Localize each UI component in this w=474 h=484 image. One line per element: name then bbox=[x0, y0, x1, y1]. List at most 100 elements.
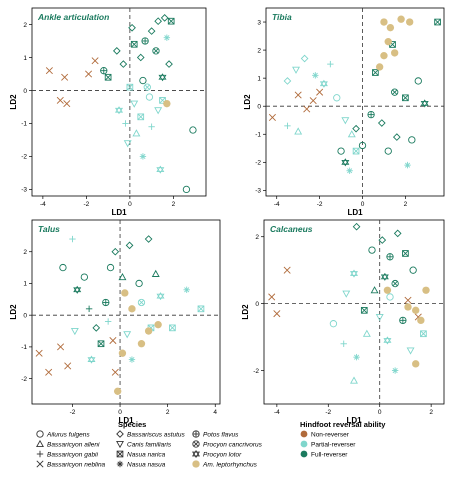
data-point bbox=[104, 318, 112, 325]
y-tick-label: -3 bbox=[255, 188, 261, 195]
data-point bbox=[126, 83, 134, 91]
data-point bbox=[135, 279, 143, 288]
legend-species-label: Canis familiaris bbox=[127, 442, 172, 449]
data-point bbox=[417, 316, 425, 325]
y-axis-label: LD2 bbox=[9, 94, 18, 110]
y-tick-label: -2 bbox=[253, 368, 259, 375]
data-point bbox=[327, 60, 334, 68]
data-point bbox=[358, 141, 367, 150]
data-point bbox=[119, 60, 128, 68]
legend-symbol bbox=[36, 450, 44, 458]
x-tick-label: 2 bbox=[404, 201, 408, 208]
data-point bbox=[118, 349, 127, 357]
data-point bbox=[113, 387, 122, 395]
legend-symbol bbox=[36, 460, 44, 468]
data-point bbox=[35, 349, 43, 357]
data-point bbox=[160, 14, 169, 22]
legend-group-swatch bbox=[300, 440, 308, 448]
data-point bbox=[391, 279, 399, 288]
y-tick-label: -1 bbox=[255, 132, 261, 139]
data-point bbox=[367, 110, 375, 119]
data-point bbox=[154, 17, 162, 26]
legend-symbol bbox=[116, 450, 124, 458]
data-point bbox=[128, 23, 136, 32]
panel-0: -4 -2 0 2 -3 -2 -1 0 1 2 LD1 LD2 Ankle articulation bbox=[9, 7, 207, 217]
x-tick-label: -2 bbox=[83, 201, 89, 208]
data-point bbox=[100, 67, 108, 75]
data-point bbox=[386, 293, 394, 301]
x-tick-label: -4 bbox=[274, 201, 280, 208]
data-point bbox=[63, 100, 71, 108]
data-point bbox=[121, 289, 129, 297]
x-tick-label: 0 bbox=[361, 201, 365, 208]
data-point bbox=[337, 147, 345, 155]
data-point bbox=[408, 136, 416, 144]
data-point bbox=[309, 97, 317, 105]
data-point bbox=[123, 140, 132, 148]
data-point bbox=[85, 70, 93, 78]
data-point bbox=[73, 285, 82, 294]
data-point bbox=[158, 73, 167, 82]
x-tick-label: 4 bbox=[213, 409, 217, 416]
plot-frame bbox=[265, 7, 445, 197]
x-tick-label: 0 bbox=[128, 201, 132, 208]
data-point bbox=[183, 286, 190, 293]
data-point bbox=[139, 76, 147, 85]
data-point bbox=[125, 241, 134, 250]
data-point bbox=[341, 117, 350, 125]
x-tick-label: 2 bbox=[172, 201, 176, 208]
data-point bbox=[163, 34, 171, 41]
x-tick-label: 2 bbox=[166, 409, 170, 416]
data-point bbox=[154, 321, 162, 329]
x-tick-label: -4 bbox=[274, 409, 280, 416]
data-point bbox=[111, 247, 120, 256]
panel-title: Calcaneus bbox=[270, 224, 313, 234]
data-point bbox=[377, 119, 386, 127]
data-point bbox=[352, 222, 361, 231]
data-point bbox=[303, 105, 311, 113]
data-point bbox=[283, 77, 292, 85]
x-axis-label: LD1 bbox=[347, 208, 363, 217]
y-tick-label: -3 bbox=[21, 187, 27, 194]
data-point bbox=[111, 368, 119, 376]
data-point bbox=[404, 296, 412, 304]
data-point bbox=[316, 88, 324, 96]
data-point bbox=[383, 336, 392, 345]
data-point bbox=[148, 123, 155, 130]
legend-symbol bbox=[116, 460, 124, 468]
data-point bbox=[144, 235, 153, 243]
x-axis-label: LD1 bbox=[118, 416, 134, 425]
data-point bbox=[141, 37, 149, 45]
data-point bbox=[434, 18, 441, 26]
y-axis-label: LD2 bbox=[9, 304, 18, 320]
panel-title: Tibia bbox=[272, 12, 292, 22]
y-tick-label: -2 bbox=[21, 376, 27, 383]
data-point bbox=[123, 331, 132, 339]
y-tick-label: 2 bbox=[257, 47, 261, 54]
data-point bbox=[92, 324, 101, 332]
x-tick-label: 0 bbox=[118, 409, 122, 416]
legend-species-label: Am. leptorhynchus bbox=[202, 462, 258, 469]
y-tick-label: -2 bbox=[255, 160, 261, 167]
data-point bbox=[112, 47, 121, 55]
data-point bbox=[61, 73, 69, 81]
legend-species-label: Bassaricyon neblina bbox=[47, 462, 106, 469]
data-point bbox=[350, 376, 358, 384]
data-point bbox=[329, 320, 338, 328]
data-point bbox=[386, 23, 395, 32]
legend-species-label: Nasua nasua bbox=[127, 462, 166, 469]
data-point bbox=[391, 367, 399, 374]
x-tick-label: -2 bbox=[325, 409, 331, 416]
data-point bbox=[80, 273, 89, 281]
data-point bbox=[59, 263, 67, 272]
x-tick-label: -2 bbox=[317, 201, 323, 208]
data-point bbox=[143, 83, 151, 91]
y-tick-label: 1 bbox=[257, 75, 261, 82]
data-point bbox=[106, 263, 115, 272]
data-point bbox=[197, 305, 205, 313]
legend-species-label: Potos flavus bbox=[203, 432, 239, 439]
data-point bbox=[402, 94, 409, 102]
legend-species-label: Procyon cancrivorus bbox=[203, 442, 263, 449]
data-point bbox=[375, 63, 384, 71]
